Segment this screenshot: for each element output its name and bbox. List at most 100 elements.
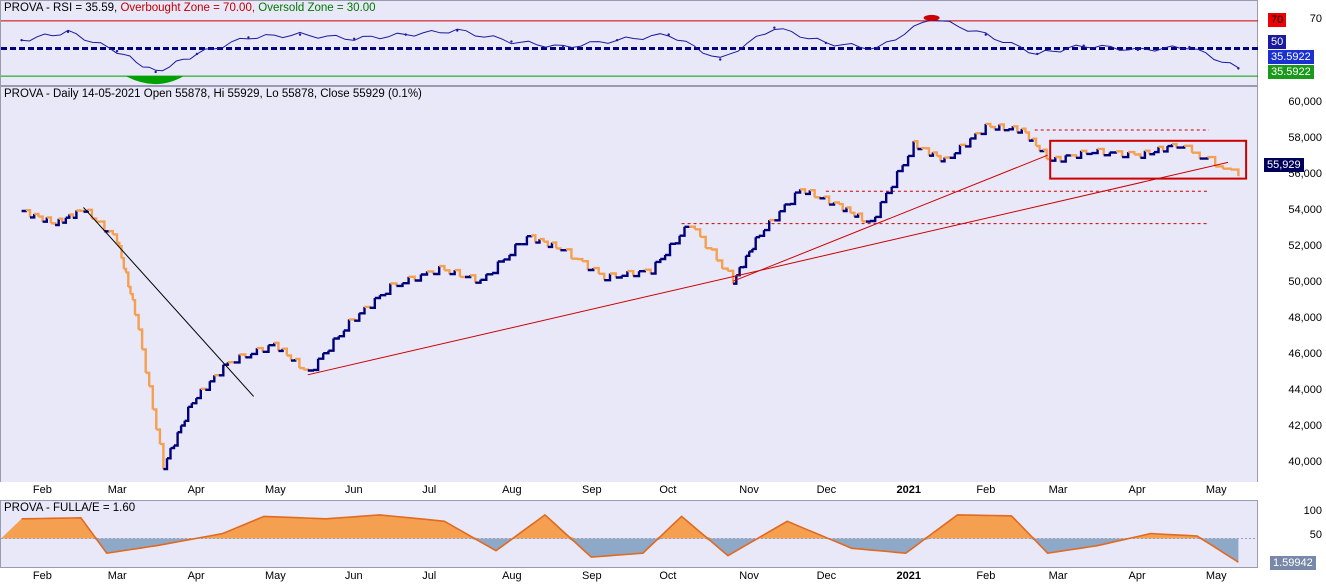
price-step (633, 271, 641, 278)
month-label: Sep (582, 570, 602, 582)
month-label: Mar (107, 484, 127, 496)
price-step (913, 140, 919, 149)
price-step (809, 189, 816, 198)
rsi-point (154, 70, 157, 74)
price-step (742, 255, 748, 269)
price-step (891, 171, 899, 189)
month-label: Dec (816, 570, 837, 582)
rsi-badge-50: 50 (1268, 35, 1287, 49)
rsi-panel[interactable]: PROVA - RSI = 35.59, Overbought Zone = 7… (0, 0, 1259, 86)
price-step (764, 220, 771, 232)
price-step (627, 269, 635, 277)
rsi-point (298, 33, 302, 36)
month-label: 2021 (896, 484, 921, 496)
oversold-fill (125, 76, 184, 85)
price-step (880, 192, 888, 204)
month-label: Feb (976, 570, 996, 582)
downtrend-line (83, 207, 255, 397)
oscillator-area-below (1, 538, 1239, 563)
price-step (990, 125, 996, 130)
price-step (156, 428, 162, 445)
month-label: May (264, 484, 286, 496)
price-step (531, 234, 537, 243)
price-step (655, 259, 662, 264)
price-step (526, 235, 533, 238)
price-step (439, 264, 446, 271)
rsi-point (456, 29, 459, 32)
price-step (1086, 152, 1093, 156)
price-step (262, 345, 270, 353)
month-label: Feb (32, 570, 52, 582)
price-step (789, 192, 797, 206)
price-step (1158, 145, 1165, 152)
price-step (480, 274, 488, 281)
price-step (1003, 129, 1010, 132)
price-step (679, 226, 686, 237)
price-step (159, 442, 165, 470)
price-step (318, 353, 325, 360)
price-step (492, 261, 500, 275)
rsi-point (247, 36, 250, 39)
price-step (152, 408, 158, 430)
price-step (705, 247, 713, 250)
price-step (295, 357, 301, 369)
overbought-fill (923, 14, 940, 21)
price-step (1154, 146, 1160, 154)
oscillator-plot (1, 513, 1259, 563)
price-step (323, 350, 330, 355)
price-step (108, 229, 114, 235)
price-step (949, 153, 956, 159)
price-panel[interactable]: PROVA - Daily 14-05-2021 Open 55878, Hi … (0, 86, 1258, 484)
price-step (338, 330, 346, 338)
price-step (420, 271, 429, 276)
month-label: Mar (1048, 484, 1068, 496)
price-step (72, 210, 78, 219)
price-step (184, 406, 190, 422)
price-tick: 48,000 (1288, 312, 1322, 324)
price-step (543, 240, 549, 247)
price-step (639, 269, 646, 273)
uptrend-line (307, 161, 1229, 376)
price-step (312, 358, 320, 372)
price-step (875, 202, 882, 219)
rsi-point (615, 38, 619, 42)
price-step (503, 255, 511, 261)
price-step (402, 276, 410, 285)
price-step (42, 217, 48, 223)
price-step (1109, 151, 1118, 154)
price-step (408, 275, 416, 281)
price-step (132, 299, 137, 315)
price-step (842, 207, 848, 213)
rsi-point (66, 30, 70, 34)
price-step (145, 371, 151, 387)
month-label: Sep (582, 484, 602, 496)
price-title: PROVA - Daily 14-05-2021 Open 55878, Hi … (4, 88, 422, 100)
price-step (1097, 147, 1105, 156)
price-step (925, 147, 931, 156)
oscillator-panel[interactable]: PROVA - FULLA/E = 1.60 (0, 500, 1259, 568)
price-step (560, 249, 568, 252)
price-step (149, 385, 154, 410)
month-label: Feb (32, 484, 52, 496)
price-step (865, 220, 871, 223)
price-step (1192, 151, 1201, 159)
price-step (1163, 146, 1169, 153)
price-step (727, 269, 735, 284)
month-label: May (264, 570, 286, 582)
price-step (1021, 127, 1027, 133)
price-step (716, 259, 724, 269)
price-step (1167, 144, 1174, 148)
price-step (486, 273, 494, 276)
price-step (200, 387, 207, 390)
price-x-axis: Feb Mar Apr May Jun Jul Aug Sep Oct Nov Dec 2021 Feb… (0, 482, 1258, 498)
rsi-point (667, 33, 670, 36)
price-step (722, 267, 729, 271)
rsi-point (984, 33, 987, 36)
price-step (660, 255, 667, 261)
price-step (379, 293, 387, 297)
price-step (79, 209, 85, 212)
rsi-point (352, 37, 356, 40)
rsi-point (510, 40, 513, 43)
month-label: May (1205, 570, 1227, 582)
uptrend-line (732, 154, 1048, 282)
